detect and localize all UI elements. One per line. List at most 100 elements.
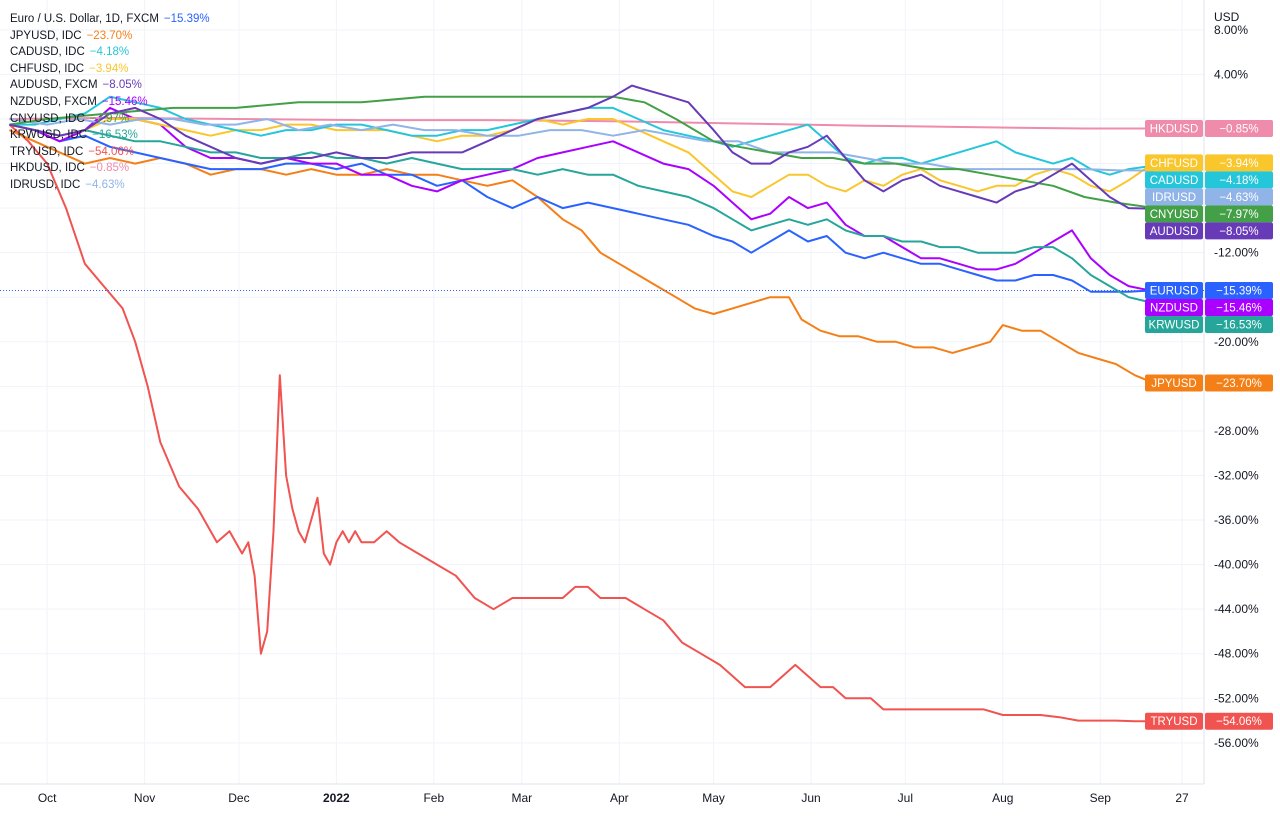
- end-label-value-bg: [1205, 188, 1273, 206]
- legend-item-tryusd[interactable]: TRYUSD, IDC −54.06%: [10, 144, 210, 161]
- end-label-name-bg: [1145, 188, 1203, 206]
- legend-item-chfusd[interactable]: CHFUSD, IDC −3.94%: [10, 61, 210, 78]
- end-label-name-bg: [1145, 712, 1203, 730]
- end-label-value: −3.94%: [1219, 158, 1258, 170]
- y-tick-label: -48.00%: [1214, 647, 1259, 661]
- end-label-name: AUDUSD: [1150, 226, 1199, 238]
- end-label-name-bg: [1145, 298, 1203, 316]
- end-label-name: EURUSD: [1150, 285, 1199, 297]
- end-label-value-bg: [1205, 171, 1273, 189]
- x-tick-label: Jun: [801, 791, 820, 805]
- legend-item-name: TRYUSD, IDC: [10, 145, 84, 158]
- end-label-value-bg: [1205, 712, 1273, 730]
- legend-item-eurusd[interactable]: Euro / U.S. Dollar, 1D, FXCM −15.39%: [10, 11, 210, 28]
- legend-item-name: IDRUSD, IDC: [10, 178, 81, 191]
- y-tick-label: -28.00%: [1214, 424, 1259, 438]
- end-label-value: −4.18%: [1219, 175, 1258, 187]
- y-tick-label: 4.00%: [1214, 67, 1248, 81]
- legend-item-hkdusd[interactable]: HKDUSD, IDC −0.85%: [10, 160, 210, 177]
- x-tick-label: Jul: [898, 791, 913, 805]
- legend-item-audusd[interactable]: AUDUSD, FXCM −8.05%: [10, 77, 210, 94]
- end-label-hkdusd: HKDUSD −0.85%: [1145, 119, 1273, 137]
- legend: Euro / U.S. Dollar, 1D, FXCM −15.39% JPYUS…: [10, 11, 210, 194]
- legend-item-name: JPYUSD, IDC: [10, 29, 82, 42]
- end-label-value-bg: [1205, 281, 1273, 299]
- end-label-value: −7.97%: [1219, 209, 1258, 221]
- x-tick-label: Feb: [423, 791, 444, 805]
- end-label-value: −16.53%: [1216, 319, 1262, 331]
- series-line-audusd: [9, 84, 1154, 210]
- end-label-value: −0.85%: [1219, 123, 1258, 135]
- end-label-name-bg: [1145, 205, 1203, 223]
- legend-item-change: −8.05%: [102, 79, 142, 92]
- y-tick-label: -32.00%: [1214, 468, 1259, 482]
- y-tick-label: -52.00%: [1214, 691, 1259, 705]
- end-label-name: CADUSD: [1150, 175, 1199, 187]
- series-line-chfusd: [9, 118, 1155, 198]
- end-label-jpyusd: JPYUSD −23.70%: [1145, 374, 1273, 392]
- end-label-cnyusd: CNYUSD −7.97%: [1145, 205, 1273, 223]
- legend-item-change: −16.53%: [92, 129, 138, 142]
- end-label-tryusd: TRYUSD −54.06%: [1145, 712, 1273, 730]
- end-label-value: −15.39%: [1216, 285, 1262, 297]
- x-tick-label: Nov: [134, 791, 155, 805]
- end-label-name: JPYUSD: [1151, 378, 1196, 390]
- series-line-tryusd: [8, 123, 1154, 723]
- legend-item-change: −4.18%: [89, 46, 130, 59]
- x-tick-label: Mar: [512, 791, 533, 805]
- legend-item-name: CADUSD, IDC: [10, 46, 85, 59]
- end-label-eurusd: EURUSD −15.39%: [1145, 281, 1273, 299]
- end-label-name-bg: [1145, 374, 1203, 392]
- legend-item-name: NZDUSD, FXCM: [10, 95, 97, 108]
- x-tick-label: Dec: [228, 791, 249, 805]
- legend-item-name: CHFUSD, IDC: [10, 62, 85, 75]
- end-label-name-bg: [1145, 119, 1203, 137]
- x-tick-label: 2022: [323, 791, 350, 805]
- x-tick-label: Sep: [1090, 791, 1112, 805]
- end-label-name: KRWUSD: [1149, 319, 1200, 331]
- series-line-nzdusd: [9, 106, 1154, 293]
- legend-item-change: −54.06%: [88, 145, 135, 158]
- legend-item-name: HKDUSD, IDC: [10, 162, 85, 175]
- end-label-name: CNYUSD: [1150, 209, 1199, 221]
- end-label-audusd: AUDUSD −8.05%: [1145, 222, 1273, 240]
- end-label-value-bg: [1205, 374, 1273, 392]
- end-label-idrusd: IDRUSD −4.63%: [1145, 188, 1273, 206]
- legend-item-name: CNYUSD, IDC: [10, 112, 85, 125]
- end-label-name-bg: [1145, 315, 1203, 333]
- series-line-cnyusd: [9, 95, 1154, 209]
- end-label-name: TRYUSD: [1150, 716, 1197, 728]
- end-label-value-bg: [1205, 315, 1273, 333]
- legend-item-change: −23.70%: [86, 29, 133, 42]
- currency-label: USD: [1214, 10, 1240, 24]
- legend-item-jpyusd[interactable]: JPYUSD, IDC −23.70%: [10, 28, 210, 45]
- end-label-value-bg: [1205, 119, 1273, 137]
- legend-item-change: −0.85%: [89, 162, 130, 175]
- legend-item-nzdusd[interactable]: NZDUSD, FXCM −15.46%: [10, 94, 210, 111]
- end-label-value: −54.06%: [1216, 716, 1262, 728]
- legend-item-change: −7.97%: [89, 112, 130, 125]
- end-label-value: −15.46%: [1216, 302, 1262, 314]
- end-label-value-bg: [1205, 205, 1273, 223]
- x-tick-label: May: [702, 791, 725, 805]
- end-label-name-bg: [1145, 154, 1203, 172]
- legend-item-cnyusd[interactable]: CNYUSD, IDC −7.97%: [10, 111, 210, 128]
- x-tick-label: Apr: [610, 791, 629, 805]
- legend-item-idrusd[interactable]: IDRUSD, IDC −4.63%: [10, 177, 210, 194]
- end-label-name: CHFUSD: [1150, 158, 1198, 170]
- end-label-value: −4.63%: [1219, 192, 1258, 204]
- x-tick-label: 27: [1175, 791, 1189, 805]
- legend-item-cadusd[interactable]: CADUSD, IDC −4.18%: [10, 44, 210, 61]
- end-label-cadusd: CADUSD −4.18%: [1145, 171, 1273, 189]
- x-tick-label: Oct: [38, 791, 57, 805]
- series-line-eurusd: [9, 123, 1154, 293]
- y-tick-label: -40.00%: [1214, 558, 1259, 572]
- y-tick-label: -44.00%: [1214, 602, 1259, 616]
- end-label-value: −8.05%: [1219, 226, 1258, 238]
- end-label-value-bg: [1205, 222, 1273, 240]
- legend-item-krwusd[interactable]: KRWUSD, IDC −16.53%: [10, 127, 210, 144]
- end-label-value: −23.70%: [1216, 378, 1262, 390]
- legend-item-change: −15.39%: [163, 13, 210, 25]
